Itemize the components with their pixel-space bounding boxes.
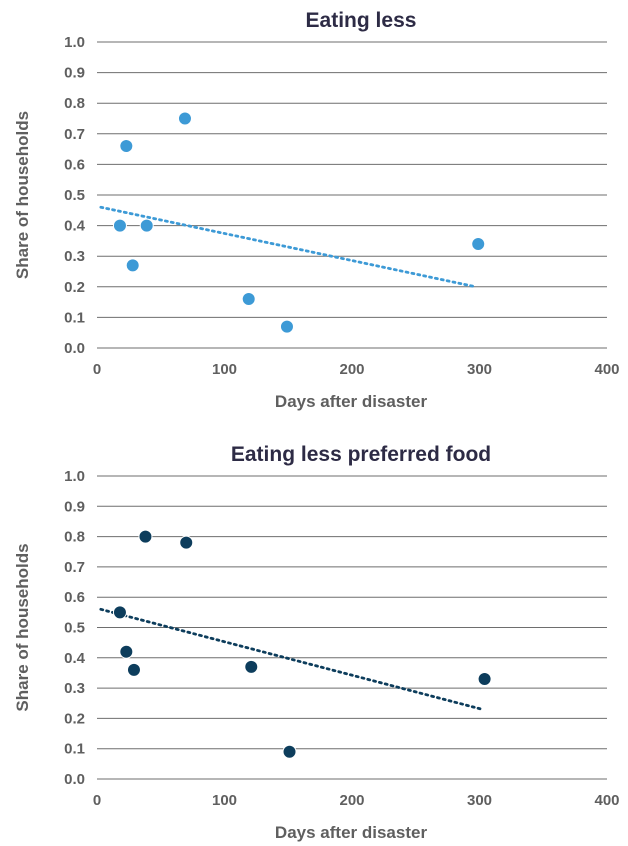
- c0-x-tick-100: 100: [212, 361, 237, 378]
- c0-data-point-3: [125, 258, 140, 273]
- c0-data-point-4: [139, 218, 154, 233]
- c1-x-tick-300: 300: [467, 792, 492, 809]
- c1-x-tick-200: 200: [339, 792, 364, 809]
- c0-x-tick-0: 0: [93, 361, 101, 378]
- c1-y-axis-label: Share of households: [13, 543, 32, 711]
- c0-y-tick-0.5: 0.5: [64, 187, 85, 204]
- c1-y-tick-0.5: 0.5: [64, 620, 85, 637]
- chart-eating-less-preferred-food-svg: Eating less preferred food 0.0 0.1 0.2 0.3 0.…: [13, 443, 620, 842]
- c0-title: Eating less: [306, 9, 417, 32]
- c1-data-point-2: [119, 644, 134, 659]
- c0-y-axis-label: Share of households: [13, 111, 32, 279]
- c0-y-tick-0.0: 0.0: [64, 340, 85, 357]
- chart-eating-less-preferred-food: Eating less preferred food 0.0 0.1 0.2 0.3 0.…: [0, 430, 628, 846]
- c1-data-point-7: [282, 744, 297, 759]
- c1-data-point-6: [244, 659, 259, 674]
- c0-y-tick-1.0: 1.0: [64, 34, 85, 51]
- c0-x-axis-label: Days after disaster: [275, 392, 428, 411]
- c1-data-point-4: [138, 529, 153, 544]
- c0-y-tick-0.1: 0.1: [64, 309, 85, 326]
- c1-y-tick-0.9: 0.9: [64, 498, 85, 515]
- c0-y-tick-0.3: 0.3: [64, 248, 85, 265]
- c1-y-tick-0.8: 0.8: [64, 529, 85, 546]
- c1-x-axis-label: Days after disaster: [275, 823, 428, 842]
- c0-y-tick-0.6: 0.6: [64, 156, 85, 173]
- c0-y-tick-0.8: 0.8: [64, 95, 85, 112]
- c1-title: Eating less preferred food: [231, 443, 491, 466]
- c1-y-tick-0.0: 0.0: [64, 771, 85, 788]
- c1-x-tick-400: 400: [594, 792, 619, 809]
- c1-y-tick-0.3: 0.3: [64, 680, 85, 697]
- c0-data-point-6: [241, 292, 256, 307]
- c0-x-tick-300: 300: [467, 361, 492, 378]
- c1-x-tick-0: 0: [93, 792, 101, 809]
- c1-y-tick-0.4: 0.4: [64, 650, 86, 667]
- c0-data-point-2: [119, 139, 134, 154]
- c1-trendline: [99, 607, 484, 711]
- c1-y-tick-0.1: 0.1: [64, 741, 85, 758]
- c0-y-tick-0.4: 0.4: [64, 218, 86, 235]
- c0-data-point-7: [279, 319, 294, 334]
- c1-y-tick-0.6: 0.6: [64, 589, 85, 606]
- c0-data-point-1: [112, 218, 127, 233]
- c1-data-point-3: [126, 662, 141, 677]
- c0-data-point-5: [177, 111, 192, 126]
- c1-y-tick-0.2: 0.2: [64, 710, 85, 727]
- c0-y-tick-0.2: 0.2: [64, 279, 85, 296]
- c0-x-tick-400: 400: [594, 361, 619, 378]
- c0-data-point-8: [471, 236, 486, 251]
- c0-y-tick-0.7: 0.7: [64, 126, 85, 143]
- c0-y-tick-0.9: 0.9: [64, 65, 85, 82]
- chart-eating-less: Eating less 0.0 0.1 0.2 0.3 0.4 0.5 0.6 0.7 0.8 0.…: [0, 0, 628, 420]
- c1-data-point-8: [477, 672, 492, 687]
- c1-data-point-5: [179, 535, 194, 550]
- c1-y-tick-0.7: 0.7: [64, 559, 85, 576]
- c0-trendline: [99, 205, 478, 289]
- c1-y-tick-1.0: 1.0: [64, 468, 85, 485]
- c0-x-tick-200: 200: [339, 361, 364, 378]
- c1-data-point-1: [112, 605, 127, 620]
- c1-x-tick-100: 100: [212, 792, 237, 809]
- chart-eating-less-svg: Eating less 0.0 0.1 0.2 0.3 0.4 0.5 0.6 0.7 0.8 0.…: [13, 9, 620, 411]
